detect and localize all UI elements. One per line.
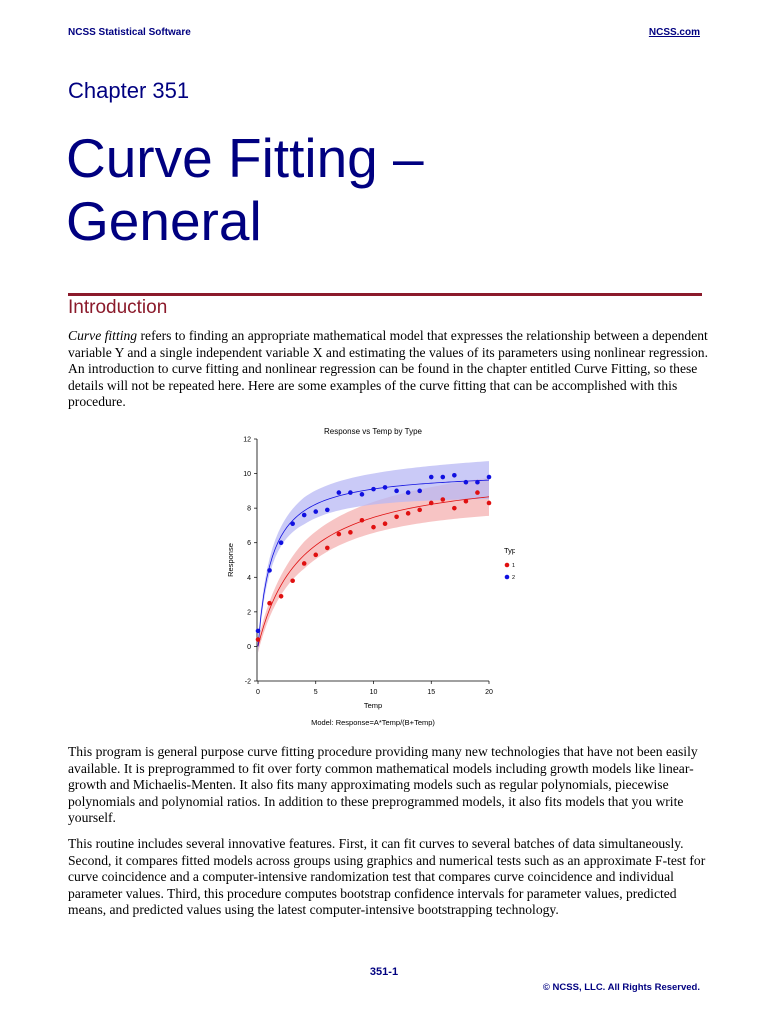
page-number: 351-1	[369, 966, 399, 978]
data-point-1-7	[336, 531, 342, 537]
data-point-1-13	[405, 511, 411, 516]
x-axis-ticks: 0 5 10 15 20	[256, 681, 493, 696]
copyright-notice: © NCSS, LLC. All Rights Reserved.	[542, 982, 700, 993]
data-point-2-9	[359, 492, 365, 497]
title-line-1: Curve Fitting –	[66, 127, 424, 189]
body-paragraph-3: This routine includes several innovative…	[68, 836, 706, 918]
data-point-2-15	[428, 474, 434, 480]
y-tick-label: 12	[243, 437, 251, 444]
legend-items: 12	[504, 562, 515, 581]
data-point-1-17	[452, 505, 457, 511]
data-point-2-20	[486, 474, 492, 480]
data-point-1-10	[371, 524, 376, 530]
title-line-2: General	[66, 190, 262, 252]
data-point-2-11	[382, 485, 388, 490]
data-point-2-14	[417, 488, 422, 494]
data-point-1-0	[255, 637, 261, 642]
legend-label-1: 1	[512, 563, 515, 569]
intro-paragraph: Curve fitting refers to finding an appro…	[68, 328, 708, 411]
y-tick-label: 0	[247, 644, 251, 651]
data-point-2-19	[475, 479, 480, 485]
data-point-2-1	[267, 568, 272, 573]
x-tick-label: 10	[370, 689, 378, 696]
data-point-1-3	[290, 578, 295, 584]
chart-title: Response vs Temp by Type	[324, 427, 423, 436]
data-point-1-5	[313, 552, 319, 558]
data-point-1-2	[278, 594, 284, 599]
data-point-1-6	[325, 545, 330, 551]
data-point-1-1	[267, 600, 272, 606]
y-axis-label: Response	[226, 543, 235, 577]
data-point-2-12	[394, 488, 399, 494]
data-point-1-16	[440, 497, 446, 502]
data-point-2-4	[301, 512, 307, 518]
intro-text: refers to finding an appropriate mathema…	[68, 328, 708, 410]
confidence-bands	[258, 461, 489, 653]
y-tick-label: 6	[247, 540, 251, 547]
data-point-1-9	[359, 517, 365, 523]
confidence-band-1	[258, 477, 489, 653]
legend-title: Type	[504, 546, 515, 555]
data-point-1-20	[486, 500, 492, 506]
data-point-2-13	[405, 490, 411, 495]
data-point-1-15	[428, 500, 434, 506]
data-point-1-19	[475, 490, 480, 495]
fitted-curve-1	[257, 496, 490, 647]
chapter-number: Chapter 351	[68, 78, 190, 103]
model-caption: Model: Response=A*Temp/(B+Temp)	[311, 718, 435, 727]
data-point-2-6	[325, 507, 330, 513]
running-header-left: NCSS Statistical Software	[68, 27, 191, 38]
legend-marker-2	[504, 574, 510, 580]
data-point-2-7	[336, 490, 342, 495]
data-points	[255, 473, 492, 642]
confidence-band-2	[258, 461, 489, 653]
page-title: Curve Fitting – General	[66, 127, 424, 253]
legend-marker-1	[504, 562, 510, 568]
y-tick-label: 8	[247, 506, 251, 513]
ncss-link[interactable]: NCSS.com	[648, 27, 700, 38]
y-axis-ticks: -2 0 2 4 6 8 10 12	[243, 437, 257, 686]
data-point-2-0	[255, 628, 261, 634]
data-point-2-5	[313, 509, 319, 514]
x-axis-label: Temp	[364, 701, 382, 710]
x-tick-label: 15	[427, 689, 435, 696]
data-point-2-16	[440, 474, 446, 480]
intro-lead-term: Curve fitting	[68, 328, 138, 343]
body-paragraph-2: This program is general purpose curve fi…	[68, 744, 698, 826]
data-point-1-12	[394, 514, 399, 520]
legend-label-2: 2	[512, 575, 515, 581]
data-point-2-17	[452, 473, 457, 478]
section-heading: Introduction	[68, 297, 168, 318]
section-divider	[68, 293, 702, 296]
data-point-1-14	[417, 507, 422, 513]
data-point-2-8	[348, 490, 353, 495]
y-tick-label: -2	[245, 679, 251, 686]
data-point-2-18	[463, 479, 469, 485]
data-point-2-2	[278, 540, 284, 546]
y-tick-label: 4	[247, 575, 251, 582]
y-tick-label: 2	[247, 609, 251, 616]
x-tick-label: 20	[485, 689, 493, 696]
data-point-2-10	[371, 486, 376, 492]
x-tick-label: 5	[314, 689, 318, 696]
data-point-2-3	[290, 521, 295, 526]
legend: Type 12	[504, 546, 515, 581]
x-tick-label: 0	[256, 689, 260, 696]
data-point-1-11	[382, 521, 388, 526]
data-point-1-4	[301, 561, 307, 566]
data-point-1-18	[463, 498, 469, 504]
y-tick-label: 10	[243, 471, 251, 478]
data-point-1-8	[348, 530, 353, 535]
